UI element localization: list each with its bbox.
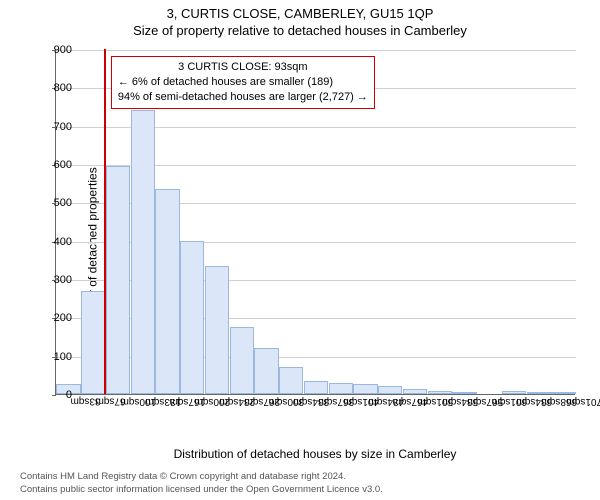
histogram-bar [304, 381, 328, 394]
histogram-bar [353, 384, 377, 394]
histogram-bar [180, 241, 204, 394]
grid-line [56, 50, 576, 51]
histogram-bar [452, 392, 476, 394]
page-subtitle: Size of property relative to detached ho… [0, 21, 600, 38]
histogram-chart: 3 CURTIS CLOSE: 93sqm ← 6% of detached h… [55, 50, 575, 395]
info-line-1: 3 CURTIS CLOSE: 93sqm [118, 60, 368, 75]
histogram-bar [254, 348, 278, 394]
property-marker-line [104, 49, 106, 394]
histogram-bar [502, 391, 526, 394]
y-tick-label: 500 [32, 197, 72, 209]
y-tick-label: 800 [32, 82, 72, 94]
histogram-bar [551, 392, 575, 394]
y-tick-label: 700 [32, 121, 72, 133]
histogram-bar [527, 392, 551, 394]
marker-info-box: 3 CURTIS CLOSE: 93sqm ← 6% of detached h… [111, 56, 375, 109]
histogram-bar [329, 383, 353, 395]
y-tick-label: 100 [32, 351, 72, 363]
x-axis-label: Distribution of detached houses by size … [55, 447, 575, 461]
footer-line-2: Contains public sector information licen… [20, 484, 383, 496]
y-tick-label: 400 [32, 236, 72, 248]
histogram-bar [106, 166, 130, 394]
histogram-bar [378, 386, 402, 394]
histogram-bar [131, 110, 155, 394]
histogram-bar [428, 391, 452, 394]
page-title: 3, CURTIS CLOSE, CAMBERLEY, GU15 1QP [0, 0, 600, 21]
histogram-bar [403, 389, 427, 394]
footer-attribution: Contains HM Land Registry data © Crown c… [20, 471, 383, 496]
y-tick-label: 600 [32, 159, 72, 171]
info-line-2: ← 6% of detached houses are smaller (189… [118, 75, 368, 90]
histogram-bar [155, 189, 179, 394]
y-tick-label: 200 [32, 312, 72, 324]
footer-line-1: Contains HM Land Registry data © Crown c… [20, 471, 383, 483]
y-tick-label: 300 [32, 274, 72, 286]
histogram-bar [279, 367, 303, 394]
y-tick-label: 0 [32, 389, 72, 401]
info-line-3: 94% of semi-detached houses are larger (… [118, 90, 368, 105]
y-tick-label: 900 [32, 44, 72, 56]
histogram-bar [205, 266, 229, 394]
histogram-bar [81, 291, 105, 395]
histogram-bar [230, 327, 254, 394]
